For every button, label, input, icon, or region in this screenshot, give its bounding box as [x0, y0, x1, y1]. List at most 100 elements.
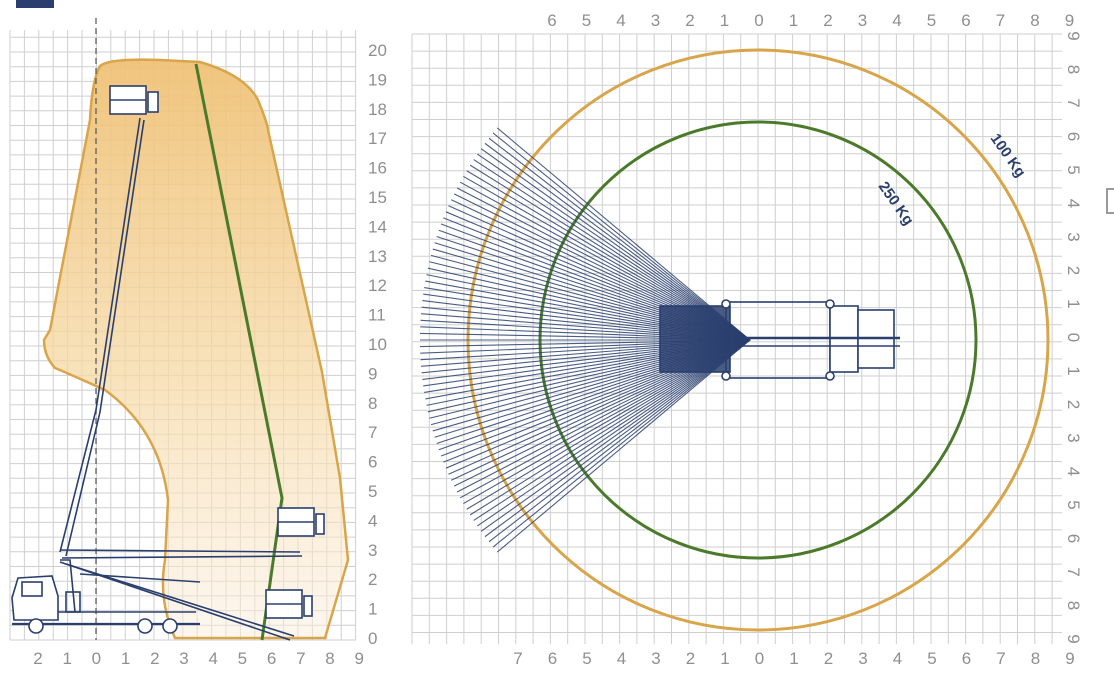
- y-tick-label: 7: [1064, 567, 1083, 576]
- x-tick-label: 8: [325, 649, 334, 668]
- side-view-x-axis: 2 1 0 1 2 3 4 5 6 7 8 9: [33, 649, 364, 668]
- y-tick-label: 7: [1064, 98, 1083, 107]
- y-tick-label: 9: [368, 364, 377, 383]
- boom-arms: [59, 117, 303, 641]
- y-tick-label: 3: [1064, 433, 1083, 442]
- x-tick-label: 3: [651, 649, 660, 668]
- y-tick-label: 3: [368, 541, 377, 560]
- x-tick-label: 5: [927, 11, 936, 30]
- y-tick-label: 7: [368, 423, 377, 442]
- x-tick-label: 8: [1031, 649, 1040, 668]
- x-tick-label: 2: [686, 649, 695, 668]
- top-view-x-axis-bottom: 7 6 5 4 3 2 1 0 1 2 3 4 5 6 7 8 9: [513, 649, 1074, 668]
- y-tick-label: 8: [368, 394, 377, 413]
- y-tick-label: 9: [1064, 31, 1083, 40]
- x-tick-label: 2: [823, 11, 832, 30]
- y-tick-label: 8: [1064, 65, 1083, 74]
- y-tick-label: 4: [368, 511, 377, 530]
- x-tick-label: 3: [179, 649, 188, 668]
- x-tick-label: 0: [92, 649, 101, 668]
- x-tick-label: 7: [296, 649, 305, 668]
- y-tick-label: 5: [1064, 500, 1083, 509]
- x-tick-label: 3: [858, 11, 867, 30]
- y-tick-label: 20: [368, 41, 387, 60]
- y-tick-label: 17: [368, 129, 387, 148]
- y-tick-label: 0: [368, 629, 377, 648]
- x-tick-label: 7: [513, 649, 522, 668]
- x-tick-label: 1: [62, 649, 71, 668]
- x-tick-label: 2: [150, 649, 159, 668]
- x-tick-label: 0: [755, 649, 764, 668]
- y-tick-label: 2: [368, 570, 377, 589]
- x-tick-label: 2: [685, 11, 694, 30]
- corner-mark: [16, 0, 54, 8]
- x-tick-label: 6: [548, 649, 557, 668]
- x-tick-label: 8: [1030, 11, 1039, 30]
- label-100kg: 100 Kg: [987, 131, 1029, 181]
- x-tick-label: 2: [33, 649, 42, 668]
- x-tick-label: 1: [789, 11, 798, 30]
- x-tick-label: 7: [996, 11, 1005, 30]
- y-tick-label: 5: [368, 482, 377, 501]
- x-tick-label: 1: [121, 649, 130, 668]
- edge-bracket: [1106, 188, 1114, 214]
- x-tick-label: 4: [617, 649, 626, 668]
- top-view-y-axis: 9 8 7 6 5 4 3 2 1 0 1 2 3 4 5 6 7 8 9: [1064, 31, 1083, 643]
- y-tick-label: 13: [368, 247, 387, 266]
- y-tick-label: 15: [368, 188, 387, 207]
- x-tick-label: 9: [354, 649, 363, 668]
- y-tick-label: 2: [1064, 266, 1083, 275]
- y-tick-label: 6: [368, 453, 377, 472]
- x-tick-label: 1: [789, 649, 798, 668]
- y-tick-label: 5: [1064, 165, 1083, 174]
- y-tick-label: 11: [368, 306, 386, 325]
- truck-icon: [11, 559, 200, 634]
- y-tick-label: 6: [1064, 132, 1083, 141]
- x-tick-label: 1: [720, 11, 729, 30]
- vehicle-top-icon: [659, 299, 900, 381]
- x-tick-label: 3: [651, 11, 660, 30]
- x-tick-label: 4: [208, 649, 217, 668]
- y-tick-label: 1: [1064, 299, 1083, 308]
- x-tick-label: 5: [927, 649, 936, 668]
- x-tick-label: 4: [893, 649, 902, 668]
- y-tick-label: 10: [368, 335, 387, 354]
- basket-low-icon: [265, 589, 313, 619]
- x-tick-label: 1: [720, 649, 729, 668]
- y-tick-label: 1: [1064, 366, 1083, 375]
- basket-mid-icon: [277, 507, 325, 537]
- y-tick-label: 4: [1064, 467, 1083, 476]
- basket-top-icon: [109, 85, 159, 115]
- top-view-x-axis-top: 6 5 4 3 2 1 0 1 2 3 4 5 6 7 8 9: [547, 11, 1074, 30]
- y-tick-label: 4: [1064, 199, 1083, 208]
- y-tick-label: 8: [1064, 601, 1083, 610]
- x-tick-label: 0: [754, 11, 763, 30]
- y-tick-label: 19: [368, 70, 387, 89]
- y-tick-label: 16: [368, 159, 387, 178]
- x-tick-label: 6: [961, 11, 970, 30]
- x-tick-label: 5: [582, 11, 591, 30]
- y-tick-label: 14: [368, 217, 387, 236]
- x-tick-label: 4: [616, 11, 625, 30]
- y-tick-label: 6: [1064, 534, 1083, 543]
- x-tick-label: 6: [547, 11, 556, 30]
- x-tick-label: 9: [1065, 11, 1074, 30]
- x-tick-label: 9: [1065, 649, 1074, 668]
- y-tick-label: 2: [1064, 400, 1083, 409]
- y-tick-label: 3: [1064, 232, 1083, 241]
- x-tick-label: 3: [858, 649, 867, 668]
- y-tick-label: 1: [368, 600, 377, 619]
- y-tick-label: 12: [368, 276, 387, 295]
- x-tick-label: 2: [824, 649, 833, 668]
- x-tick-label: 6: [267, 649, 276, 668]
- x-tick-label: 5: [582, 649, 591, 668]
- y-tick-label: 9: [1064, 634, 1083, 643]
- y-tick-label: 0: [1064, 333, 1083, 342]
- y-tick-label: 18: [368, 100, 387, 119]
- x-tick-label: 5: [238, 649, 247, 668]
- working-envelope: [42, 58, 350, 640]
